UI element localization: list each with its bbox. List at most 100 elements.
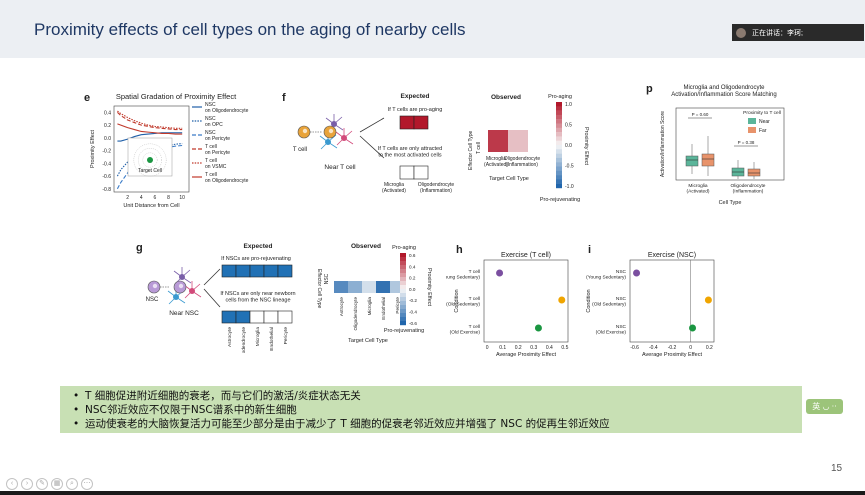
x-axis-label: Unit Distance from Cell xyxy=(123,203,179,209)
x-tick-label: 0.1 xyxy=(499,345,506,351)
colorbar-segment xyxy=(400,317,406,322)
colorbar-segment xyxy=(400,269,406,274)
x-axis-label: Cell Type xyxy=(719,200,742,205)
neuron-icon-process xyxy=(184,290,193,299)
series-line xyxy=(117,123,183,135)
y-axis-label: Activation/Inflammation Score xyxy=(660,111,666,177)
legend-swatch xyxy=(748,127,756,133)
x-axis-label: Average Proximity Effect xyxy=(642,352,702,358)
series-line xyxy=(117,132,183,142)
previous-icon[interactable]: ‹ xyxy=(6,478,18,490)
neuron-icon-process xyxy=(333,123,344,131)
tcell-icon-nucleus xyxy=(302,128,308,134)
colorbar-tick: 0.4 xyxy=(409,264,416,269)
neuron-icon-process xyxy=(343,137,354,145)
colorbar-segment xyxy=(400,281,406,286)
panel-h: h Exercise (T cell) T cell(Young Sedentary… xyxy=(446,244,569,358)
legend-title: Proximity to T cell xyxy=(743,110,781,116)
colorbar-tick: -0.5 xyxy=(565,164,574,170)
speaker-avatar-icon xyxy=(736,27,746,38)
panel-g: g NSC Near NSC Expected If NSCs are pro-reju… xyxy=(136,242,432,353)
cell-label: T cell xyxy=(293,147,307,153)
slideshow-toolbar: ‹ › ✎ ▦ ⌕ ⋯ xyxy=(6,478,93,490)
input-method-icon[interactable]: 英 ◡ ⋅⋅ xyxy=(806,399,843,414)
colorbar-tick: 0.0 xyxy=(409,287,416,292)
target-cell-dot xyxy=(147,157,153,163)
colorbar-segment xyxy=(556,149,562,154)
colorbar-segment xyxy=(556,114,562,120)
colorbar-tick: 0.0 xyxy=(565,143,572,149)
y-axis-label: Proximity Effect xyxy=(90,129,96,168)
colorbar-segment xyxy=(556,183,562,189)
expected-cell xyxy=(221,310,237,324)
speaker-label: 正在讲话：李珂; xyxy=(752,29,803,37)
colorbar-tick: -0.6 xyxy=(409,321,417,326)
zoom-icon[interactable]: ⌕ xyxy=(66,478,78,490)
neuron-icon-process xyxy=(335,131,345,139)
heatmap-col-label: Microglia xyxy=(367,297,372,316)
series-line xyxy=(117,110,183,129)
group-label: Oligodendrocyte (Inflammation) xyxy=(731,183,766,195)
neuron-icon-process xyxy=(181,276,192,284)
colorbar-segment xyxy=(400,305,406,310)
pvalue-label: P = 0.38 xyxy=(738,140,755,145)
colorbar-segment xyxy=(556,110,562,116)
panel-p: p Microglia and Oligodendrocyte Activation… xyxy=(646,83,785,205)
colorbar-bottom-label: Pro-rejuvenating xyxy=(540,197,580,203)
neuron-icon-process xyxy=(191,290,202,298)
heatmap-col-label: Oligodendrocyte (Inflammation) xyxy=(504,156,541,168)
condition-label: T cell (Old Sedentary) xyxy=(446,296,480,308)
colorbar-segment xyxy=(556,179,562,184)
data-point xyxy=(558,296,566,304)
y-tick-label: -0.6 xyxy=(102,174,111,180)
colorbar-tick: 0.2 xyxy=(409,276,416,281)
heatmap-col-label: Astrocyte xyxy=(339,297,344,317)
heatmap-cell xyxy=(334,281,348,293)
x-tick-label: 0 xyxy=(486,345,489,351)
expected-title: Expected xyxy=(244,243,273,250)
heatmap-cell xyxy=(376,281,390,293)
pen-icon[interactable]: ✎ xyxy=(36,478,48,490)
colorbar-segment xyxy=(400,313,406,318)
arrow-up xyxy=(203,268,221,286)
heatmap-row-label: T cell xyxy=(476,142,482,154)
neuron-icon-process xyxy=(181,269,191,278)
slide-title: Proximity effects of cell types on the a… xyxy=(34,20,466,39)
heatmap-col-label: Endothelial xyxy=(381,297,386,320)
x-tick-label: -0.6 xyxy=(630,345,639,351)
expected-cell xyxy=(277,310,293,324)
colorbar-segment xyxy=(400,321,406,326)
colorbar-segment xyxy=(400,285,406,290)
chart-title: Microglia and Oligodendrocyte Activation/… xyxy=(671,85,776,98)
heatmap-ylabel: Effector Cell Type xyxy=(316,269,322,308)
colorbar-label: Proximity Effect xyxy=(583,127,589,166)
arrow-down xyxy=(359,135,385,159)
colorbar-segment xyxy=(556,162,562,167)
series-line xyxy=(116,144,183,190)
column-label: Pericyte xyxy=(283,327,289,345)
expected-scenario-a: If NSCs are pro-rejuvenating xyxy=(221,256,291,262)
near-label: Near NSC xyxy=(169,310,199,317)
x-tick-label: -0.2 xyxy=(668,345,677,351)
page-number: 15 xyxy=(831,463,843,474)
colorbar-segment xyxy=(400,261,406,266)
column-label: Astrocyte xyxy=(227,327,233,347)
colorbar-segment xyxy=(556,102,562,107)
inset-label: Target Cell xyxy=(138,168,162,174)
y-tick-label: 0.4 xyxy=(104,110,111,116)
expected-cell xyxy=(235,264,251,278)
condition-label: T cell(Young Sedentary) xyxy=(446,269,480,281)
colorbar-segment xyxy=(556,132,562,137)
nsc-icon-nucleus xyxy=(178,283,184,289)
cell-label: NSC xyxy=(146,297,159,303)
neuron-icon-process xyxy=(319,135,329,143)
colorbar-segment xyxy=(556,127,562,133)
heatmap-xlabel: Target Cell Type xyxy=(348,338,388,344)
legend-entry: Far xyxy=(759,128,767,134)
data-point xyxy=(689,324,697,332)
next-icon[interactable]: › xyxy=(21,478,33,490)
panel-letter: e xyxy=(84,92,90,104)
more-icon[interactable]: ⋯ xyxy=(81,478,93,490)
slides-icon[interactable]: ▦ xyxy=(51,478,63,490)
panel-letter: f xyxy=(282,92,286,104)
